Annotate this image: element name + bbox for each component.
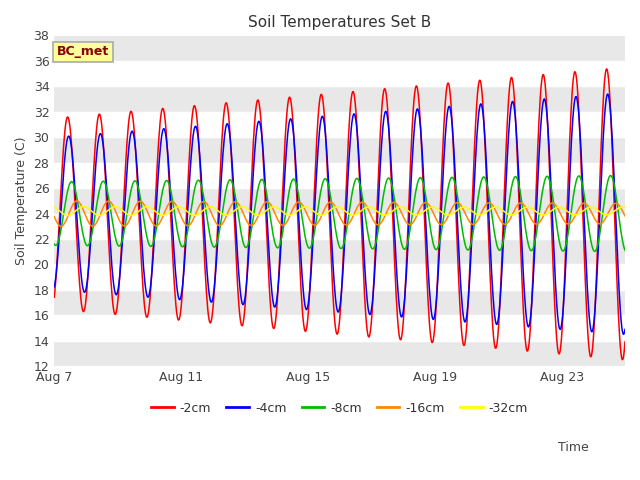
Title: Soil Temperatures Set B: Soil Temperatures Set B — [248, 15, 431, 30]
Text: Time: Time — [558, 441, 589, 454]
Bar — [54, 112, 625, 137]
Bar — [54, 264, 625, 290]
Bar — [54, 61, 625, 86]
Text: BC_met: BC_met — [57, 45, 109, 58]
Bar — [54, 315, 625, 341]
Bar — [54, 214, 625, 239]
Legend: -2cm, -4cm, -8cm, -16cm, -32cm: -2cm, -4cm, -8cm, -16cm, -32cm — [146, 396, 533, 420]
Y-axis label: Soil Temperature (C): Soil Temperature (C) — [15, 137, 28, 265]
Bar — [54, 163, 625, 188]
